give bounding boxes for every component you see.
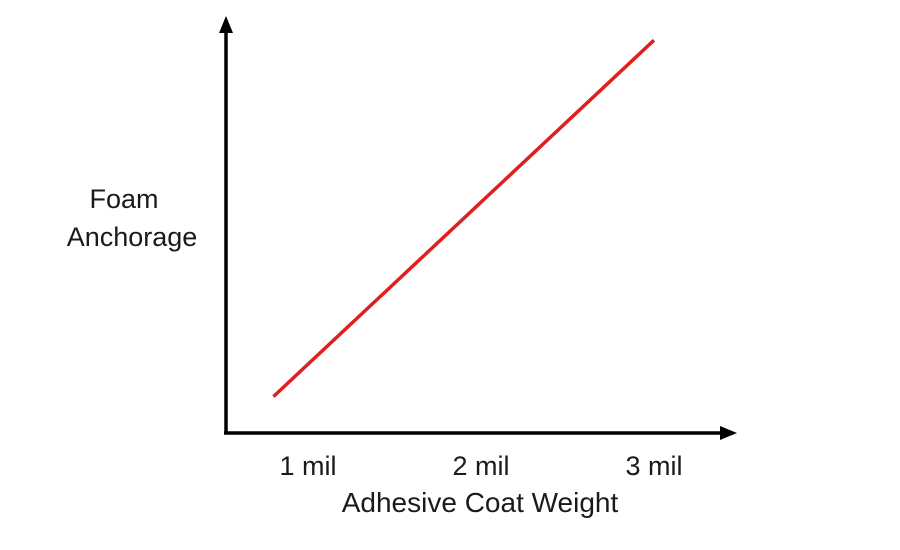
x-axis-arrow — [720, 426, 737, 440]
y-axis-arrow — [219, 16, 233, 33]
series-line-1 — [272, 38, 656, 398]
x-tick-label-1: 1 mil — [279, 451, 336, 481]
x-tick-label-3: 3 mil — [625, 451, 682, 481]
x-axis-label: Adhesive Coat Weight — [342, 487, 619, 518]
y-axis-label-line-1: Foam — [89, 184, 158, 214]
y-axis-label-line-2: Anchorage — [67, 222, 198, 252]
x-tick-label-2: 2 mil — [452, 451, 509, 481]
series-layer — [272, 38, 656, 398]
